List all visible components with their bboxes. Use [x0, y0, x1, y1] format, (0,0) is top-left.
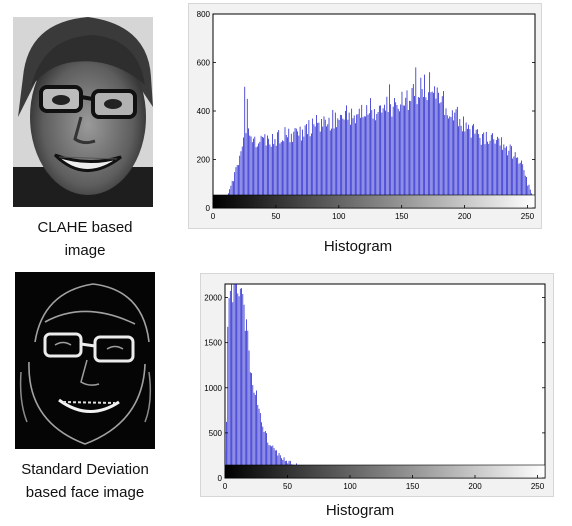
clahe-face-photo	[13, 17, 153, 207]
clahe-caption: CLAHE based image	[15, 216, 155, 262]
x-tick-label: 0	[211, 212, 216, 221]
grayscale-colorbar	[212, 194, 536, 209]
x-tick-label: 200	[458, 212, 472, 221]
y-tick-label: 0	[206, 204, 211, 213]
plot-area	[224, 283, 546, 479]
x-tick-label: 150	[406, 482, 420, 491]
y-tick-label: 2000	[204, 294, 222, 303]
y-tick-label: 400	[197, 107, 211, 116]
y-tick-label: 1000	[204, 384, 222, 393]
std-dev-histogram-title: Histogram	[325, 502, 395, 519]
grayscale-colorbar	[224, 464, 546, 479]
x-tick-label: 50	[271, 212, 280, 221]
y-tick-label: 0	[218, 474, 223, 483]
y-tick-label: 500	[209, 429, 223, 438]
x-tick-label: 0	[223, 482, 228, 491]
clahe-histogram-panel: 0 50 100 150 200 250 0 200 400 600 800	[188, 3, 542, 229]
clahe-histogram-chart: 0 50 100 150 200 250 0 200 400 600 800	[197, 10, 536, 221]
x-tick-label: 250	[531, 482, 545, 491]
std-dev-histogram-panel: 0 50 100 150 200 250 0 500 1000 1500 2000	[200, 273, 554, 497]
clahe-caption-line-2: image	[64, 242, 106, 259]
x-tick-label: 100	[332, 212, 346, 221]
clahe-caption-line-1: CLAHE based	[37, 219, 133, 236]
y-tick-label: 800	[197, 10, 211, 19]
std-dev-face-photo	[15, 272, 155, 449]
std-dev-histogram-chart: 0 50 100 150 200 250 0 500 1000 1500 2000	[204, 283, 546, 491]
x-tick-label: 100	[343, 482, 357, 491]
x-tick-label: 250	[521, 212, 535, 221]
std-dev-caption-line-1: Standard Deviation	[21, 461, 149, 478]
std-dev-caption: Standard Deviation based face image	[0, 458, 170, 504]
y-tick-label: 1500	[204, 339, 222, 348]
std-dev-caption-line-2: based face image	[25, 484, 145, 501]
clahe-histogram-title: Histogram	[323, 238, 393, 255]
x-tick-label: 150	[395, 212, 409, 221]
x-tick-label: 50	[283, 482, 292, 491]
y-tick-label: 600	[197, 59, 211, 68]
y-tick-label: 200	[197, 156, 211, 165]
x-tick-label: 200	[468, 482, 482, 491]
